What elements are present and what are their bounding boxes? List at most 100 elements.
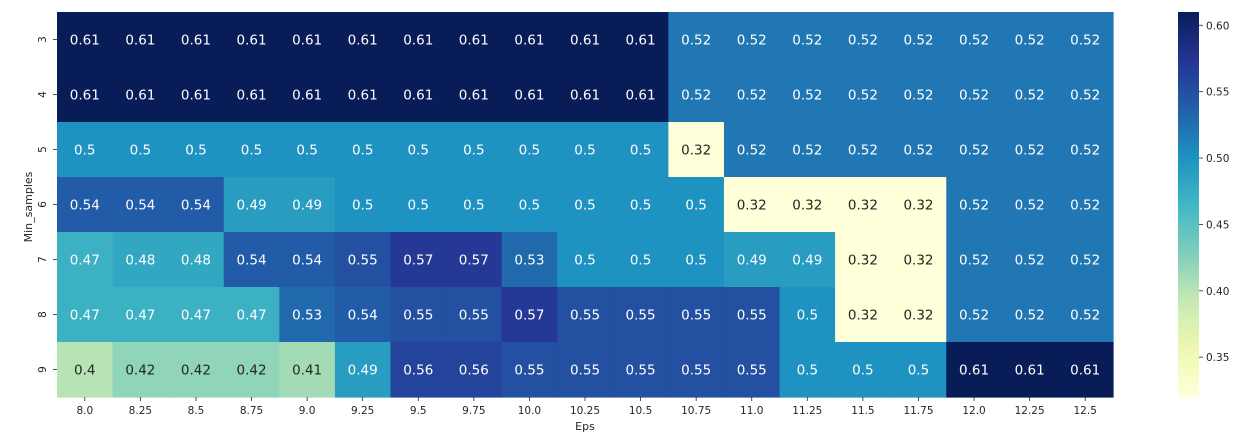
x-tick-label: 10.0	[518, 405, 541, 417]
heatmap-cell	[446, 342, 503, 398]
cell-value: 0.5	[296, 143, 317, 159]
x-tick-label: 12.0	[962, 405, 985, 417]
cell-value: 0.49	[348, 363, 378, 379]
heatmap-cell	[501, 12, 558, 68]
heatmap-cell	[501, 287, 558, 343]
heatmap-cell	[1001, 342, 1059, 398]
cell-value: 0.47	[70, 253, 100, 269]
cell-value: 0.61	[292, 88, 322, 104]
heatmap-cell	[168, 342, 225, 398]
cell-value: 0.47	[70, 308, 100, 324]
cell-value: 0.55	[681, 363, 711, 379]
heatmap-cell	[501, 232, 558, 288]
heatmap-cell	[279, 287, 336, 343]
cell-value: 0.5	[630, 143, 651, 159]
heatmap-cell	[835, 67, 892, 123]
heatmap-cell	[946, 342, 1003, 398]
x-axis-label: Eps	[575, 420, 595, 433]
cell-value: 0.49	[236, 198, 266, 214]
cell-value: 0.52	[1015, 253, 1045, 269]
cell-value: 0.61	[181, 33, 211, 49]
heatmap-cell	[279, 342, 336, 398]
heatmap-cell	[557, 67, 614, 123]
cell-value: 0.41	[292, 363, 322, 379]
cell-value: 0.32	[903, 308, 933, 324]
cell-value: 0.61	[459, 88, 489, 104]
heatmap-cell	[501, 122, 558, 178]
cell-value: 0.52	[1070, 253, 1100, 269]
heatmap-cell	[390, 287, 447, 343]
cell-value: 0.55	[737, 308, 767, 324]
cell-value: 0.52	[1015, 143, 1045, 159]
cell-value: 0.52	[959, 88, 989, 104]
heatmap-cell	[446, 67, 503, 123]
heatmap-cells	[57, 12, 1114, 398]
heatmap-cell	[779, 122, 836, 178]
cell-value: 0.52	[848, 88, 878, 104]
colorbar-tick-label: 0.50	[1206, 153, 1229, 165]
x-tick-label: 9.25	[351, 405, 374, 417]
x-tick-label: 9.0	[299, 405, 316, 417]
heatmap-cell	[946, 177, 1003, 233]
heatmap-cell	[334, 67, 392, 123]
heatmap-cell	[223, 12, 280, 68]
cell-value: 0.61	[181, 88, 211, 104]
cell-value: 0.56	[403, 363, 433, 379]
cell-value: 0.55	[459, 308, 489, 324]
cell-value: 0.5	[519, 143, 540, 159]
heatmap-cell	[723, 287, 781, 343]
cell-value: 0.61	[125, 88, 155, 104]
cell-value: 0.5	[852, 363, 873, 379]
cell-value: 0.54	[125, 198, 155, 214]
heatmap-cell	[890, 12, 947, 68]
heatmap-cell	[223, 342, 280, 398]
cell-value: 0.52	[1015, 88, 1045, 104]
cell-value: 0.47	[236, 308, 266, 324]
x-tick-label: 8.0	[76, 405, 93, 417]
x-tick-label: 12.5	[1074, 405, 1097, 417]
cell-value: 0.52	[1015, 198, 1045, 214]
heatmap-cell	[446, 287, 503, 343]
heatmap-cell	[1057, 232, 1114, 288]
heatmap-cell	[835, 122, 892, 178]
heatmap-cell	[279, 67, 336, 123]
heatmap-cell	[57, 12, 114, 68]
cell-value: 0.55	[681, 308, 711, 324]
heatmap-cell	[612, 12, 669, 68]
heatmap-cell	[279, 177, 336, 233]
heatmap-cell	[279, 232, 336, 288]
heatmap-cell	[612, 287, 669, 343]
cell-value: 0.55	[570, 308, 600, 324]
heatmap-cell	[557, 287, 614, 343]
heatmap-cell	[446, 12, 503, 68]
cell-value: 0.5	[685, 253, 706, 269]
heatmap-cell	[279, 122, 336, 178]
cell-value: 0.57	[403, 253, 433, 269]
heatmap-cell	[1001, 122, 1059, 178]
heatmap-cell	[390, 12, 447, 68]
cell-value: 0.5	[630, 198, 651, 214]
colorbar-ticks: 0.35 0.40 0.45 0.50 0.55 0.60	[1199, 20, 1229, 364]
heatmap-cell	[334, 122, 392, 178]
cell-value: 0.42	[181, 363, 211, 379]
cell-value: 0.61	[70, 33, 100, 49]
heatmap-cell	[557, 232, 614, 288]
heatmap-cell	[1001, 232, 1059, 288]
cell-value: 0.52	[903, 88, 933, 104]
heatmap-cell	[1057, 12, 1114, 68]
cell-value: 0.53	[292, 308, 322, 324]
heatmap-cell	[946, 122, 1003, 178]
heatmap-cell	[723, 67, 781, 123]
heatmap-cell	[779, 12, 836, 68]
cell-value: 0.48	[125, 253, 155, 269]
cell-value: 0.57	[459, 253, 489, 269]
y-tick-label: 3	[37, 36, 49, 43]
cell-value: 0.52	[681, 33, 711, 49]
heatmap-cell	[890, 232, 947, 288]
cell-value: 0.61	[70, 88, 100, 104]
cell-value: 0.49	[792, 253, 822, 269]
heatmap-cell	[612, 67, 669, 123]
cell-value: 0.32	[903, 198, 933, 214]
cell-value: 0.52	[737, 143, 767, 159]
heatmap-cell	[1057, 342, 1114, 398]
